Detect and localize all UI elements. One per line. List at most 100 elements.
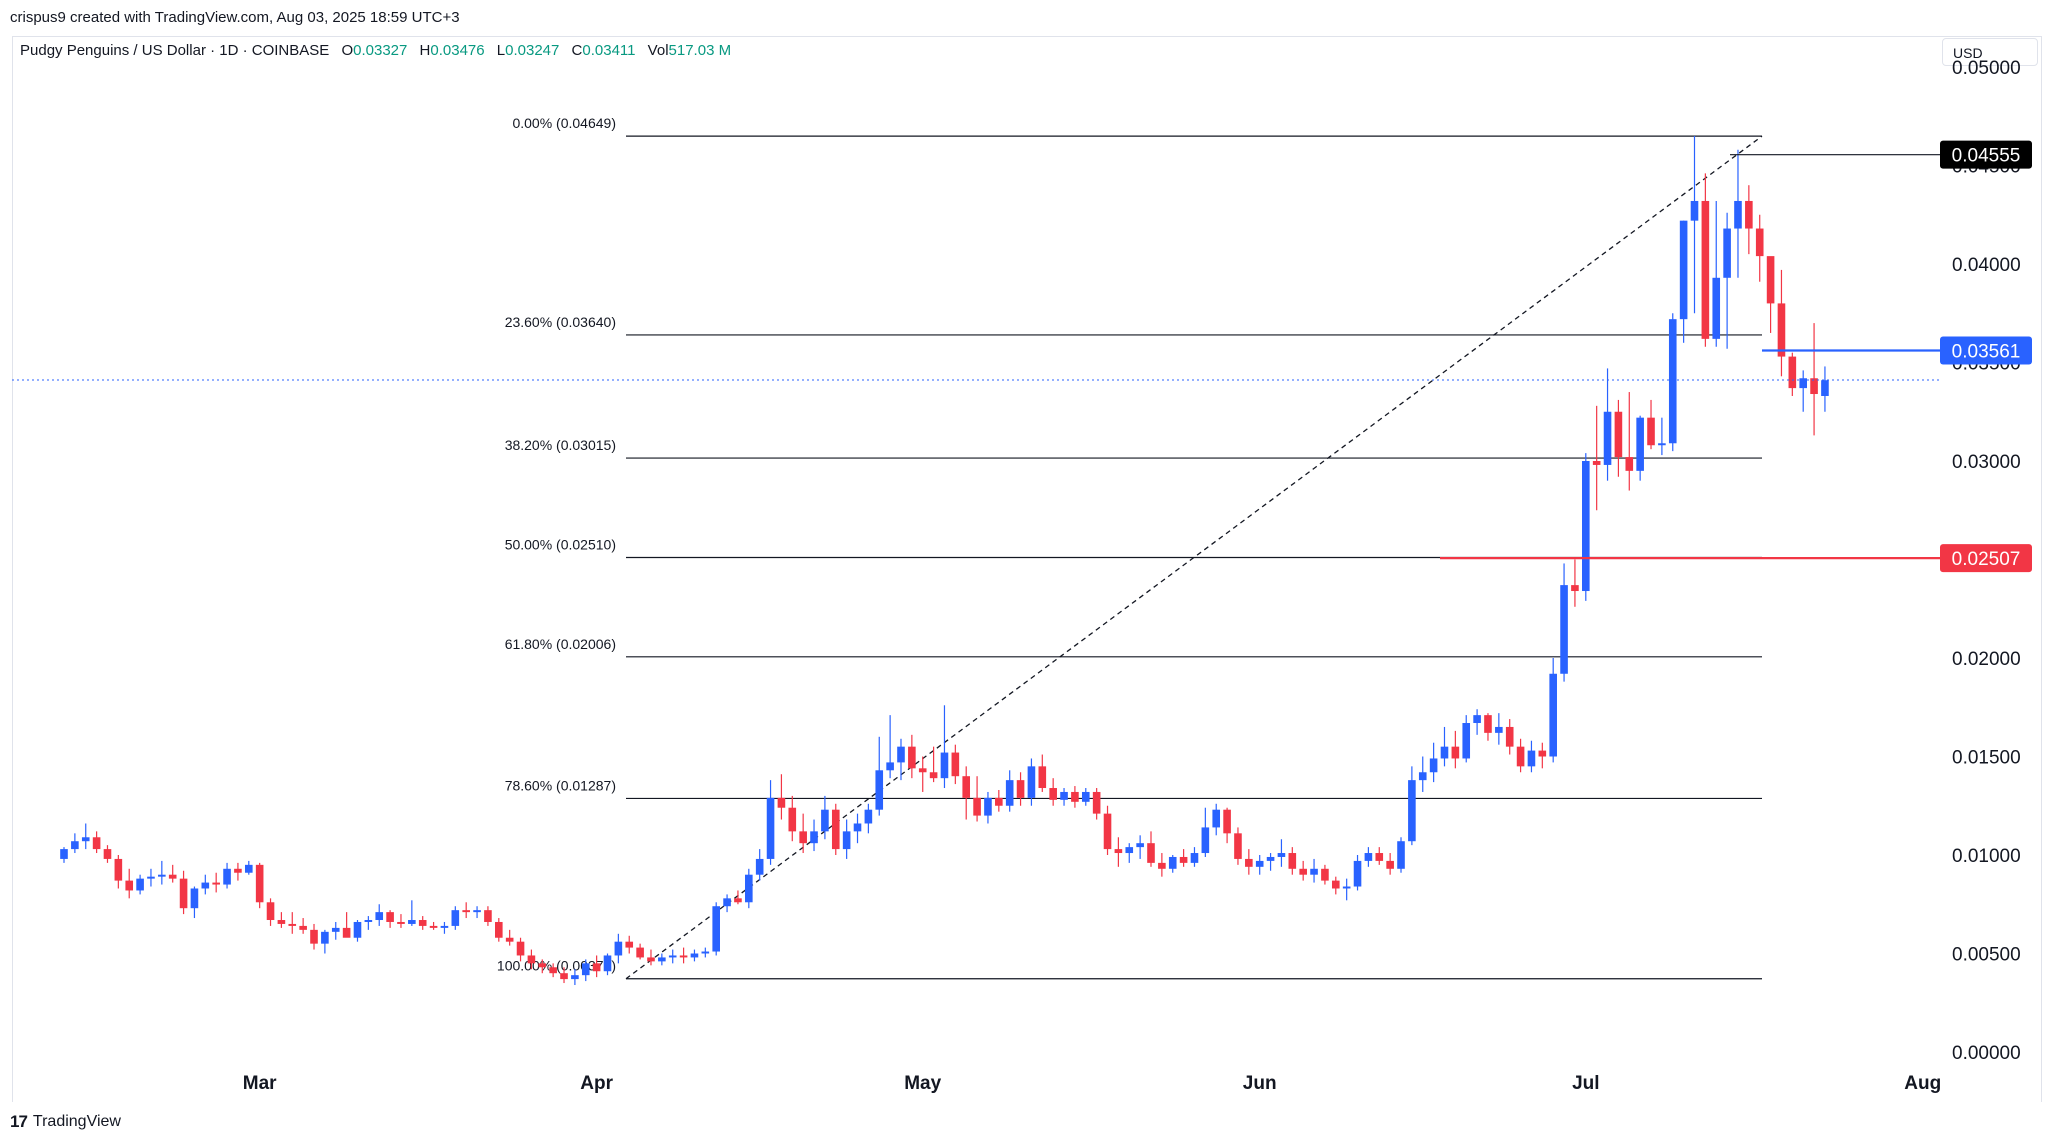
candle-up[interactable] <box>451 906 460 930</box>
candle-up[interactable] <box>1201 807 1210 857</box>
candle-down[interactable] <box>1505 719 1514 755</box>
candle-up[interactable] <box>1799 370 1807 412</box>
candle-up[interactable] <box>1734 149 1742 278</box>
candle-up[interactable] <box>614 933 623 964</box>
candle-down[interactable] <box>114 855 123 889</box>
candle-up[interactable] <box>1429 742 1438 783</box>
candle-up[interactable] <box>1418 756 1427 792</box>
candle-up[interactable] <box>1408 766 1416 846</box>
candle-down[interactable] <box>310 923 318 950</box>
candle-up[interactable] <box>1342 878 1351 901</box>
candle-up[interactable] <box>886 715 894 779</box>
candle-up[interactable] <box>1636 415 1644 481</box>
candle-down[interactable] <box>386 910 394 928</box>
candle-down[interactable] <box>1810 323 1818 436</box>
candle-up[interactable] <box>1027 758 1036 806</box>
candle-up[interactable] <box>1081 788 1090 806</box>
candle-up[interactable] <box>668 949 677 964</box>
candle-up[interactable] <box>60 847 68 863</box>
candle-up[interactable] <box>321 929 329 954</box>
candle-down[interactable] <box>1223 807 1231 844</box>
candle-up[interactable] <box>1397 837 1405 873</box>
candle-down[interactable] <box>973 776 981 822</box>
candle-up[interactable] <box>1603 368 1612 481</box>
candle-up[interactable] <box>1310 858 1318 883</box>
candle-down[interactable] <box>1701 173 1710 347</box>
candle-up[interactable] <box>375 904 384 926</box>
candle-up[interactable] <box>331 921 340 940</box>
candle-down[interactable] <box>1049 778 1057 806</box>
candle-up[interactable] <box>136 874 144 895</box>
candle-down[interactable] <box>495 918 503 942</box>
candle-down[interactable] <box>679 947 688 964</box>
candle-down[interactable] <box>831 803 840 855</box>
candle-down[interactable] <box>1375 847 1384 865</box>
candle-up[interactable] <box>223 862 231 889</box>
candle-down[interactable] <box>549 963 557 978</box>
candle-down[interactable] <box>505 929 514 946</box>
candle-down[interactable] <box>1092 788 1101 820</box>
candle-up[interactable] <box>690 949 699 962</box>
symbol-title[interactable]: Pudgy Penguins / US Dollar · 1D · COINBA… <box>20 42 330 59</box>
candle-down[interactable] <box>777 774 786 820</box>
candle-up[interactable] <box>1668 313 1677 452</box>
candle-down[interactable] <box>951 744 960 785</box>
candle-up[interactable] <box>712 902 720 956</box>
candle-up[interactable] <box>1690 135 1699 314</box>
candle-down[interactable] <box>266 898 275 926</box>
candle-down[interactable] <box>1071 786 1079 808</box>
candle-down[interactable] <box>125 868 134 899</box>
candle-up[interactable] <box>1658 417 1666 456</box>
candle-up[interactable] <box>201 874 210 895</box>
candle-down[interactable] <box>538 959 547 974</box>
candle-down[interactable] <box>995 789 1003 812</box>
candle-down[interactable] <box>636 943 644 960</box>
candle-down[interactable] <box>1614 399 1623 477</box>
candle-up[interactable] <box>1712 200 1721 347</box>
candle-up[interactable] <box>364 916 373 930</box>
candle-down[interactable] <box>462 902 470 919</box>
candle-down[interactable] <box>418 916 427 930</box>
candle-up[interactable] <box>897 738 905 781</box>
candle-up[interactable] <box>810 819 818 852</box>
candle-up[interactable] <box>158 860 166 885</box>
candle-up[interactable] <box>1136 835 1144 859</box>
candle-up[interactable] <box>984 791 992 824</box>
candle-up[interactable] <box>1495 713 1503 745</box>
candle-up[interactable] <box>701 947 710 958</box>
candle-up[interactable] <box>1440 726 1449 767</box>
candle-down[interactable] <box>527 949 536 970</box>
candle-up[interactable] <box>147 868 155 887</box>
candle-down[interactable] <box>929 746 938 783</box>
candle-up[interactable] <box>1005 770 1014 812</box>
candle-down[interactable] <box>560 967 568 984</box>
candle-up[interactable] <box>1549 658 1557 763</box>
candle-up[interactable] <box>1125 843 1134 863</box>
candle-up[interactable] <box>853 813 862 844</box>
candle-up[interactable] <box>723 894 731 913</box>
candle-down[interactable] <box>908 734 916 779</box>
candle-down[interactable] <box>1788 352 1797 396</box>
candle-up[interactable] <box>353 920 362 942</box>
candle-down[interactable] <box>1538 742 1547 769</box>
candle-down[interactable] <box>1038 754 1047 792</box>
candle-up[interactable] <box>1168 855 1177 873</box>
candle-down[interactable] <box>1114 837 1123 867</box>
candle-up[interactable] <box>581 959 590 982</box>
candle-up[interactable] <box>571 969 579 986</box>
candle-down[interactable] <box>1571 559 1579 607</box>
candle-up[interactable] <box>1255 855 1264 875</box>
candle-down[interactable] <box>1245 849 1253 875</box>
candle-down[interactable] <box>1288 847 1297 875</box>
candle-down[interactable] <box>1451 730 1460 769</box>
candle-down[interactable] <box>484 906 492 926</box>
candle-up[interactable] <box>755 849 764 881</box>
candle-up[interactable] <box>1212 803 1221 836</box>
candle-down[interactable] <box>92 831 101 854</box>
candle-up[interactable] <box>440 921 449 934</box>
candle-down[interactable] <box>734 890 742 905</box>
candle-down[interactable] <box>788 795 797 842</box>
candle-down[interactable] <box>1331 876 1340 895</box>
candle-down[interactable] <box>179 870 188 915</box>
